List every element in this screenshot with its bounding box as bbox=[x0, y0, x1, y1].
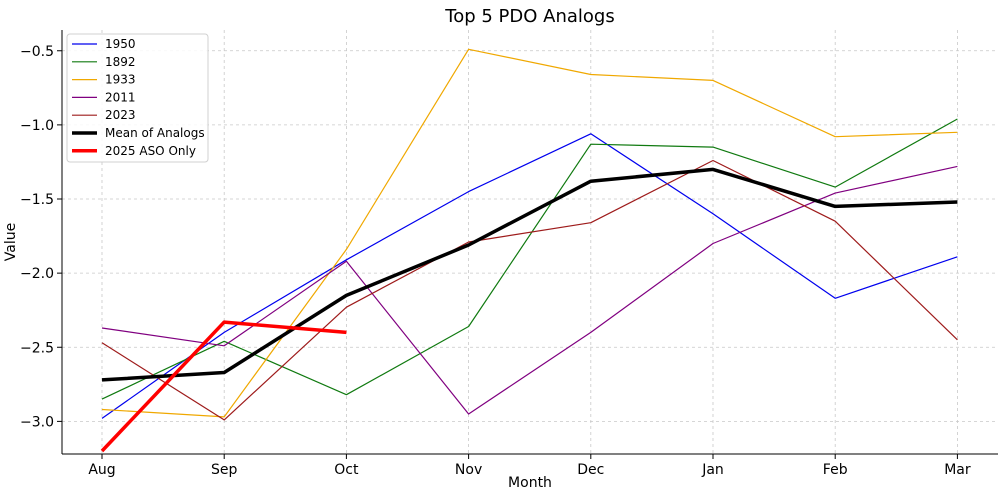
legend-label: 1933 bbox=[105, 73, 136, 87]
x-tick-label: Mar bbox=[944, 462, 971, 478]
series-line-1933 bbox=[101, 48, 958, 418]
legend-label: 2011 bbox=[105, 90, 136, 104]
x-tick-label: Aug bbox=[88, 462, 115, 478]
x-tick-label: Feb bbox=[823, 462, 848, 478]
legend-label: 1892 bbox=[105, 55, 136, 69]
series-line-2025-aso-only bbox=[100, 320, 347, 453]
legend-label: 2025 ASO Only bbox=[105, 144, 196, 158]
legend-label: 1950 bbox=[105, 37, 136, 51]
x-tick-label: Nov bbox=[455, 462, 482, 478]
legend-label: Mean of Analogs bbox=[105, 126, 205, 140]
x-tick-label: Sep bbox=[211, 462, 238, 478]
axes bbox=[61, 30, 998, 455]
x-axis-ticks: Aug Sep Oct Nov Dec Jan Feb Mar bbox=[88, 454, 971, 478]
series-line-2023 bbox=[101, 159, 958, 421]
y-tick-label: −0.5 bbox=[20, 44, 54, 60]
x-tick-label: Dec bbox=[577, 462, 604, 478]
legend-box bbox=[66, 33, 209, 163]
x-tick-label: Jan bbox=[701, 462, 724, 478]
x-tick-label: Oct bbox=[334, 462, 359, 478]
legend-label: 2023 bbox=[105, 108, 136, 122]
y-tick-label: −3.0 bbox=[20, 414, 54, 430]
y-tick-label: −1.0 bbox=[20, 118, 54, 134]
y-axis-ticks: −3.0 −2.5 −2.0 −1.5 −1.0 −0.5 bbox=[20, 44, 62, 430]
series-line-mean-of-analogs bbox=[101, 167, 958, 382]
series-lines bbox=[100, 48, 958, 453]
series-line-1950 bbox=[101, 133, 958, 419]
y-tick-label: −2.5 bbox=[20, 340, 54, 356]
y-tick-label: −1.5 bbox=[20, 192, 54, 208]
y-tick-label: −2.0 bbox=[20, 266, 54, 282]
x-axis-title: Month bbox=[508, 475, 552, 491]
series-line-1892 bbox=[101, 118, 958, 400]
y-axis-title: Value bbox=[3, 223, 19, 261]
chart-title: Top 5 PDO Analogs bbox=[444, 6, 614, 27]
legend: 1950 1892 1933 2011 2023 Mean of Analogs 2025 … bbox=[66, 33, 209, 163]
